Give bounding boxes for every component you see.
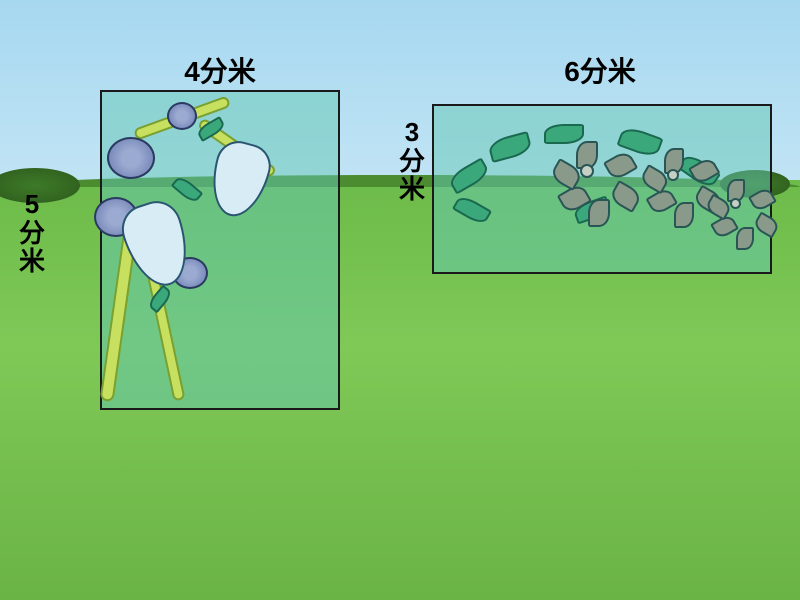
left-height-label: 5 分 米 [18,190,46,276]
star-flower-deco [554,136,624,206]
star-flower-deco [644,144,708,208]
left-height-unit-1: 分 [19,218,45,248]
left-rectangle-panel [100,90,340,410]
right-height-unit-1: 分 [399,146,425,176]
left-height-value: 5 [25,189,39,219]
right-width-label: 6分米 [530,50,670,90]
bell-flower-deco [203,136,276,223]
rose-deco [167,102,197,130]
right-height-label: 3 分 米 [398,118,426,204]
right-height-value: 3 [405,117,419,147]
right-height-unit-2: 米 [399,174,425,204]
leaf-deco [452,193,492,227]
leaf-deco [171,174,204,205]
leaf-deco [447,157,492,194]
left-width-label: 4分米 [150,50,290,90]
left-height-unit-2: 米 [19,246,45,276]
right-rectangle-panel [432,104,772,274]
leaf-deco [487,131,533,163]
rose-deco [107,137,155,179]
star-flower-deco [709,176,767,234]
